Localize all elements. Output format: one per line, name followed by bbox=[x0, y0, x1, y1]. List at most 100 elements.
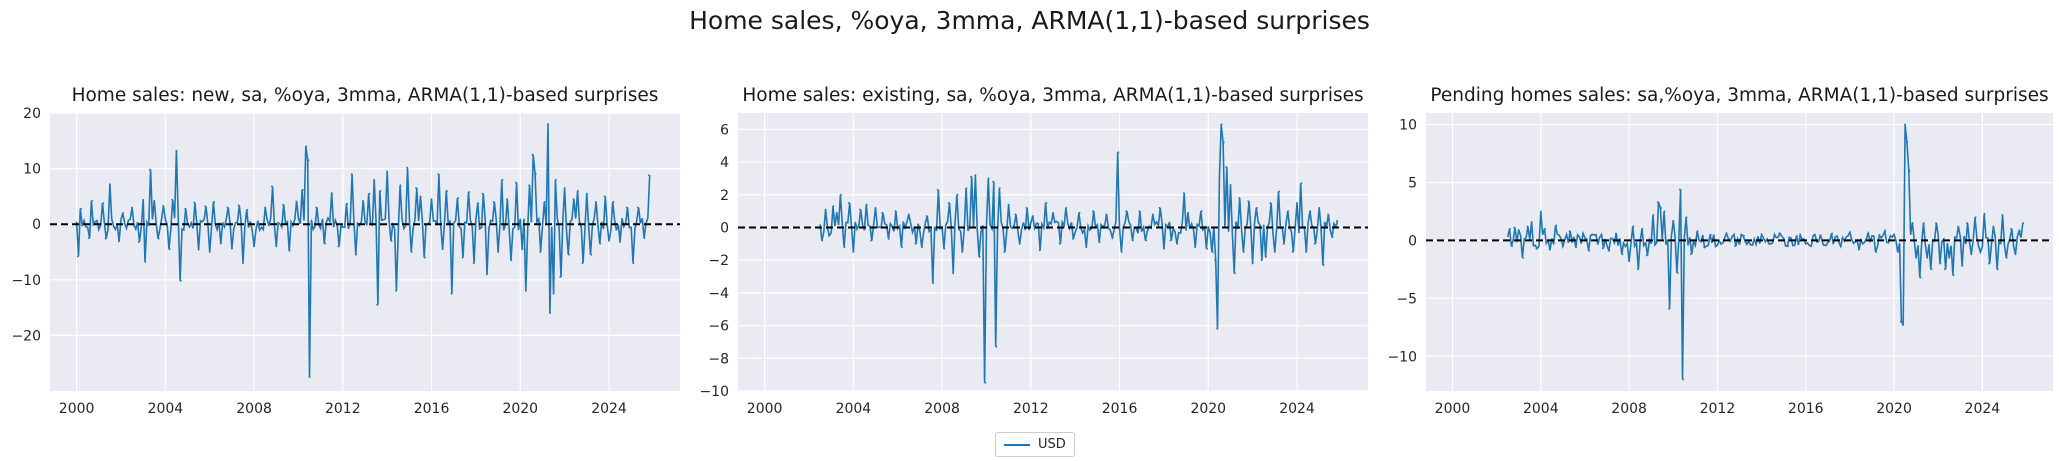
legend: USD bbox=[995, 432, 1075, 457]
data-point bbox=[1225, 166, 1227, 168]
data-point bbox=[1672, 219, 1675, 222]
data-point bbox=[1291, 251, 1294, 253]
data-point bbox=[395, 290, 397, 292]
data-point bbox=[122, 212, 125, 214]
data-point bbox=[219, 242, 222, 245]
data-point bbox=[1125, 210, 1128, 213]
data-point bbox=[1322, 264, 1325, 266]
y-tick-label: 0 bbox=[1408, 233, 1417, 249]
data-point bbox=[1725, 232, 1728, 235]
data-point bbox=[1169, 239, 1172, 242]
data-point bbox=[1214, 259, 1216, 262]
data-point bbox=[399, 184, 402, 187]
data-point bbox=[625, 206, 628, 209]
data-point bbox=[821, 239, 824, 242]
data-point bbox=[1645, 254, 1648, 257]
data-point bbox=[1065, 206, 1068, 209]
data-point bbox=[907, 213, 910, 216]
data-point bbox=[337, 245, 340, 248]
data-point bbox=[554, 178, 557, 181]
data-point bbox=[1003, 251, 1006, 253]
data-point bbox=[978, 256, 981, 258]
chart-title: Home sales: new, sa, %oya, 3mma, ARMA(1,… bbox=[72, 85, 659, 106]
data-point bbox=[1822, 244, 1825, 246]
data-point bbox=[171, 198, 173, 201]
data-point bbox=[1200, 210, 1203, 213]
data-point bbox=[1078, 211, 1081, 214]
chart-title: Home sales: existing, sa, %oya, 3mma, AR… bbox=[742, 85, 1363, 106]
data-point bbox=[859, 208, 861, 211]
data-point bbox=[840, 193, 843, 196]
data-point bbox=[1696, 230, 1699, 233]
data-point bbox=[406, 166, 409, 169]
data-point bbox=[1511, 245, 1514, 248]
data-point bbox=[1685, 216, 1688, 219]
x-tick-label: 2016 bbox=[1788, 401, 1824, 417]
data-point bbox=[1513, 226, 1516, 229]
y-tick-label: 10 bbox=[1399, 118, 1417, 134]
data-point bbox=[843, 246, 846, 248]
data-point bbox=[1038, 249, 1041, 252]
data-point bbox=[921, 246, 924, 248]
data-point bbox=[1526, 225, 1529, 228]
data-point bbox=[835, 211, 838, 214]
data-point bbox=[1926, 256, 1929, 259]
data-point bbox=[1641, 227, 1644, 230]
data-point bbox=[947, 202, 950, 204]
data-point bbox=[108, 183, 111, 186]
data-point bbox=[1581, 232, 1584, 235]
data-point bbox=[1930, 268, 1933, 271]
data-point bbox=[376, 303, 379, 306]
data-point bbox=[1229, 184, 1232, 186]
data-point bbox=[237, 204, 240, 207]
data-point bbox=[355, 253, 358, 256]
data-point bbox=[1309, 210, 1312, 213]
chart-title: Pending homes sales: sa,%oya, 3mma, ARMA… bbox=[1430, 85, 2048, 106]
data-point bbox=[1522, 256, 1525, 259]
data-point bbox=[1007, 203, 1010, 206]
data-point bbox=[1238, 197, 1241, 199]
data-point bbox=[1211, 251, 1214, 253]
data-point bbox=[1531, 220, 1533, 223]
data-point bbox=[1216, 327, 1219, 330]
data-point bbox=[1300, 182, 1303, 185]
data-point bbox=[832, 205, 835, 208]
x-tick-label: 2004 bbox=[148, 401, 184, 417]
data-point bbox=[2001, 214, 2004, 216]
data-point bbox=[1182, 192, 1185, 195]
data-point bbox=[1098, 241, 1101, 244]
data-point bbox=[1663, 210, 1666, 213]
data-point bbox=[956, 193, 959, 196]
data-point bbox=[995, 345, 998, 348]
plot-area bbox=[1426, 113, 2053, 391]
data-point bbox=[1242, 251, 1245, 253]
x-tick-label: 2004 bbox=[836, 401, 872, 417]
data-point bbox=[137, 241, 140, 243]
data-point bbox=[477, 202, 480, 204]
data-point bbox=[568, 253, 570, 256]
data-point bbox=[1120, 251, 1123, 253]
data-point bbox=[368, 192, 371, 195]
data-point bbox=[1897, 251, 1900, 253]
data-point bbox=[1092, 210, 1094, 213]
data-point bbox=[175, 149, 178, 152]
data-point bbox=[423, 256, 426, 259]
data-point bbox=[91, 199, 94, 202]
data-point bbox=[974, 174, 977, 177]
data-point bbox=[410, 251, 413, 253]
data-point bbox=[1961, 265, 1964, 267]
data-point bbox=[1915, 256, 1918, 259]
data-point bbox=[581, 262, 584, 265]
data-point bbox=[1628, 260, 1631, 263]
data-point bbox=[446, 189, 448, 192]
data-point bbox=[524, 290, 527, 292]
chart-panel-3: −10 −5 0 5 10 2000 2004 2008 2012 2016 2020 2024 Pen… bbox=[1387, 85, 2053, 417]
data-point bbox=[1943, 268, 1946, 271]
data-point bbox=[619, 241, 622, 243]
data-point bbox=[1287, 210, 1290, 213]
data-point bbox=[1269, 202, 1272, 204]
x-tick-label: 2020 bbox=[1876, 401, 1912, 417]
data-point bbox=[162, 204, 165, 207]
y-tick-label: −2 bbox=[708, 253, 729, 269]
